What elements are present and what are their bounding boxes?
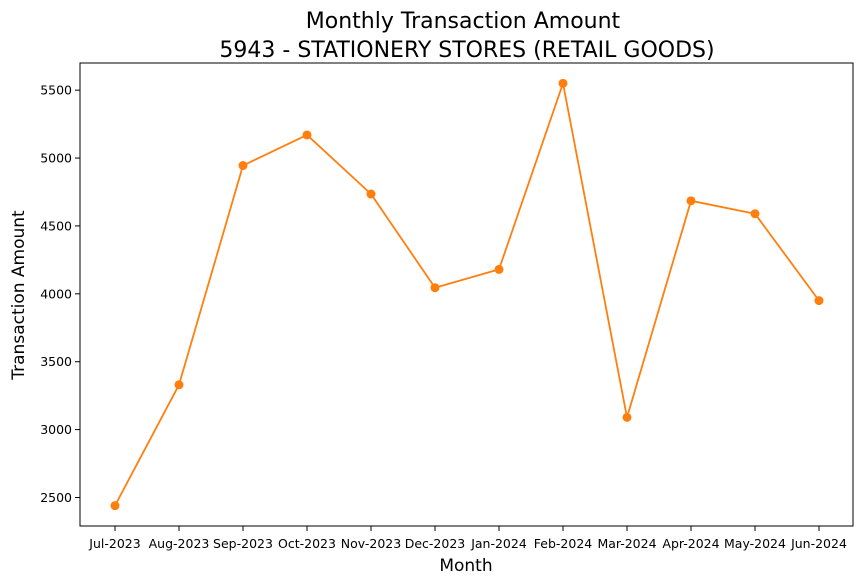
data-point: [302, 130, 312, 140]
x-tick-label: Feb-2024: [534, 536, 593, 551]
x-tick-label: Mar-2024: [597, 536, 656, 551]
x-tick-label: Oct-2023: [278, 536, 336, 551]
x-tick-label: Apr-2024: [662, 536, 719, 551]
data-point: [494, 264, 504, 274]
y-tick-label: 5500: [40, 83, 72, 98]
data-point: [622, 412, 632, 422]
x-tick-label: Jan-2024: [470, 536, 527, 551]
x-tick-label: May-2024: [724, 536, 786, 551]
y-tick-label: 4500: [40, 218, 72, 233]
x-tick-label: Dec-2023: [405, 536, 466, 551]
data-point: [814, 296, 824, 306]
data-point: [750, 209, 760, 219]
y-tick-label: 2500: [40, 490, 72, 505]
data-point: [366, 189, 376, 199]
series-line: [114, 82, 820, 507]
y-tick-label: 3000: [40, 422, 72, 437]
y-axis-label: Transaction Amount: [9, 210, 29, 381]
y-tick-label: 4000: [40, 286, 72, 301]
data-point: [686, 196, 696, 206]
x-tick-label: Jul-2023: [88, 536, 140, 551]
x-axis: Jul-2023 Aug-2023 Sep-2023 Oct-2023 Nov-2023…: [88, 526, 847, 551]
y-axis: 2500 3000 3500 4000 4500 5000 5500: [40, 83, 80, 505]
x-axis-label: Month: [439, 556, 492, 576]
chart-title: Monthly Transaction Amount: [306, 9, 621, 34]
series-group: [110, 78, 824, 511]
data-point: [558, 78, 568, 88]
x-tick-label: Jun-2024: [790, 536, 847, 551]
chart-subtitle: 5943 - STATIONERY STORES (RETAIL GOODS): [219, 38, 714, 63]
y-tick-label: 5000: [40, 151, 72, 166]
x-tick-label: Nov-2023: [341, 536, 401, 551]
y-tick-label: 3500: [40, 354, 72, 369]
data-point: [174, 380, 184, 390]
x-tick-label: Aug-2023: [149, 536, 210, 551]
plot-area: [79, 62, 854, 527]
data-point: [110, 501, 120, 511]
data-point: [430, 283, 440, 293]
data-point: [238, 161, 248, 171]
x-tick-label: Sep-2023: [213, 536, 273, 551]
